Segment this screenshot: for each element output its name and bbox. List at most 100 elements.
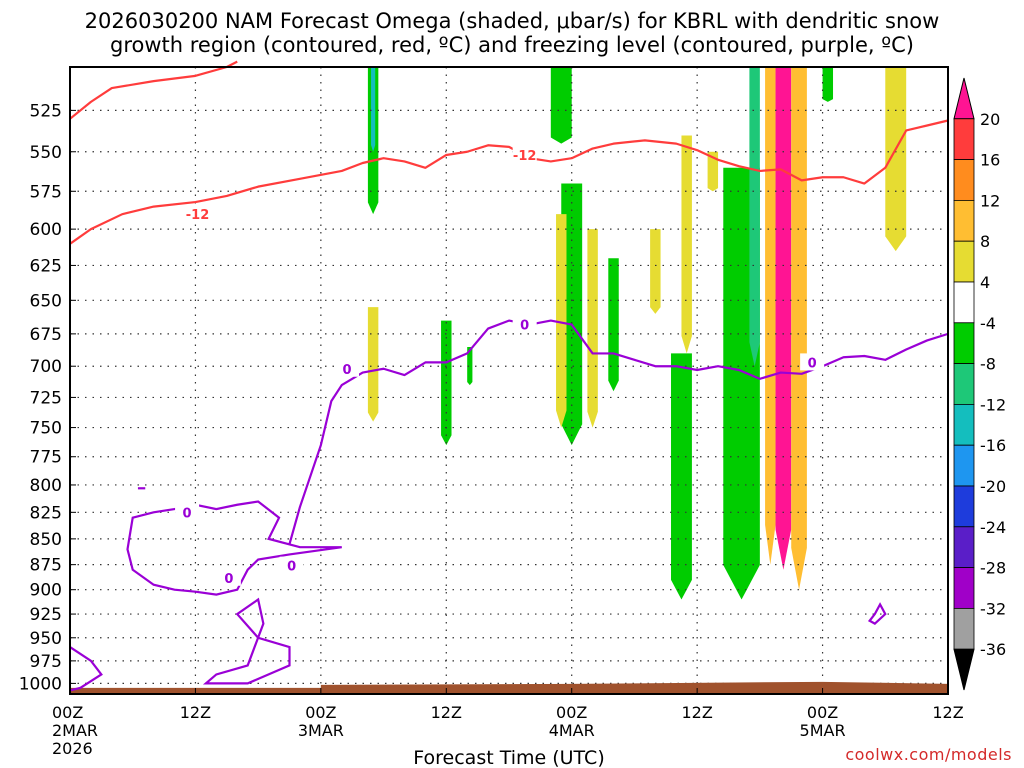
red-contour-lower	[69, 119, 949, 245]
contour-label-text: 0	[520, 319, 529, 334]
colorbar-label: -8	[980, 355, 996, 374]
purple-loop-3	[69, 646, 103, 692]
y-tick-label: 550	[30, 143, 62, 163]
purple-contour-freezing	[288, 319, 949, 545]
contour-label-text: 0	[342, 363, 351, 378]
y-tick-label: 525	[30, 101, 62, 121]
x-tick-label: 00Z	[305, 703, 336, 722]
colorbar-label: 20	[980, 110, 1000, 129]
x-tick-label: 12Z	[180, 703, 211, 722]
contour-label-text: -12	[513, 149, 537, 164]
colorbar-label: 4	[980, 273, 990, 292]
contour-label-text: 0	[808, 356, 817, 371]
colorbar-label: -16	[980, 436, 1006, 455]
x-tick-date: 3MAR	[298, 721, 344, 740]
y-tick-label: 925	[30, 605, 62, 625]
y-tick-label: 625	[30, 256, 62, 276]
y-tick-label: 875	[30, 556, 62, 576]
omega-region	[367, 307, 379, 422]
y-tick-label: 575	[30, 182, 62, 202]
credit-text: coolwx.com/models	[845, 745, 1012, 764]
colorbar-label: -20	[980, 477, 1006, 496]
colorbar-segment	[953, 567, 975, 609]
y-tick-label: 750	[30, 419, 62, 439]
omega-region	[791, 67, 807, 590]
omega-region	[556, 214, 567, 428]
omega-region	[885, 67, 907, 252]
y-tick-label: 700	[30, 357, 62, 377]
x-axis-title: Forecast Time (UTC)	[413, 747, 604, 768]
colorbar-label: 12	[980, 191, 1000, 210]
purple-loop-1	[126, 500, 342, 596]
omega-region	[608, 258, 619, 392]
contour-label-bg	[512, 145, 537, 163]
colorbar-segment	[953, 608, 975, 650]
y-tick-label: 800	[30, 476, 62, 496]
y-tick-label: 600	[30, 220, 62, 240]
colorbar-label: -36	[980, 640, 1006, 659]
contour-label-text: 0	[287, 560, 296, 575]
omega-region	[707, 151, 719, 192]
y-axis: 525 550 575 600 625 650 675 700 725 750 775 800 825 8…	[19, 101, 76, 694]
omega-region	[671, 353, 692, 600]
colorbar-segment	[953, 322, 975, 364]
purple-label-4: 0	[175, 503, 200, 521]
omega-region	[749, 67, 760, 367]
contour-label-bg	[334, 359, 359, 377]
x-tick-label: 00Z	[807, 703, 838, 722]
colorbar-segment	[953, 199, 975, 242]
colorbar-label: -12	[980, 395, 1006, 414]
colorbar-segment	[953, 403, 975, 446]
colorbar: 20 16 12 8 4 -4 -8 -12 -16 -20 -24 -28 -32 -36	[953, 77, 1006, 691]
omega-region	[822, 67, 834, 102]
colorbar-segment	[953, 159, 975, 201]
colorbar-segment	[953, 526, 975, 568]
x-tick-label: 12Z	[681, 703, 712, 722]
contour-label-text: 0	[183, 506, 192, 521]
contour-label-bg	[800, 353, 825, 371]
contour-label-text: 0	[224, 572, 233, 587]
y-tick-label: 775	[30, 448, 62, 468]
colorbar-label: 8	[980, 232, 990, 251]
y-tick-label: 950	[30, 629, 62, 649]
x-tick-year: 2026	[52, 739, 93, 758]
contour-label-bg	[185, 205, 210, 223]
grid-lines	[70, 67, 948, 694]
y-tick-label: 850	[30, 530, 62, 550]
red-label-1: -12	[185, 205, 210, 223]
contours: -12 -12 0 0 0 0 0 0	[69, 60, 949, 692]
contour-label-bg	[512, 315, 537, 333]
purple-label-1: 0	[334, 359, 359, 378]
colorbar-segment	[953, 363, 975, 405]
y-tick-label: 675	[30, 325, 62, 345]
contour-label-bg	[279, 556, 304, 574]
contour-label-bg	[216, 568, 241, 586]
colorbar-segment	[953, 281, 975, 324]
x-tick-label: 00Z	[556, 703, 587, 722]
omega-region	[550, 67, 572, 144]
purple-label-6: 0	[279, 556, 304, 575]
y-tick-label: 725	[30, 388, 62, 408]
colorbar-label: -4	[980, 314, 996, 333]
x-tick-label: 00Z	[52, 703, 83, 722]
purple-label-2: 0	[512, 315, 537, 334]
plot-frame	[69, 66, 949, 695]
x-tick-date: 2MAR	[52, 721, 98, 740]
omega-region	[681, 135, 692, 354]
colorbar-label: 16	[980, 151, 1000, 170]
colorbar-label: -28	[980, 559, 1006, 578]
colorbar-top-arrow	[953, 77, 975, 120]
x-tick-date: 5MAR	[800, 721, 846, 740]
y-tick-label: 650	[30, 291, 62, 311]
terrain	[70, 681, 948, 694]
chart-title-line1: 2026030200 NAM Forecast Omega (shaded, μ…	[84, 9, 940, 33]
red-label-2: -12	[512, 145, 537, 164]
omega-region	[467, 346, 473, 386]
contour-label-bg	[175, 503, 200, 521]
y-tick-label: 825	[30, 503, 62, 523]
contour-label-text: -12	[186, 208, 210, 223]
purple-loop-4	[867, 602, 887, 625]
x-tick-label: 12Z	[932, 703, 963, 722]
